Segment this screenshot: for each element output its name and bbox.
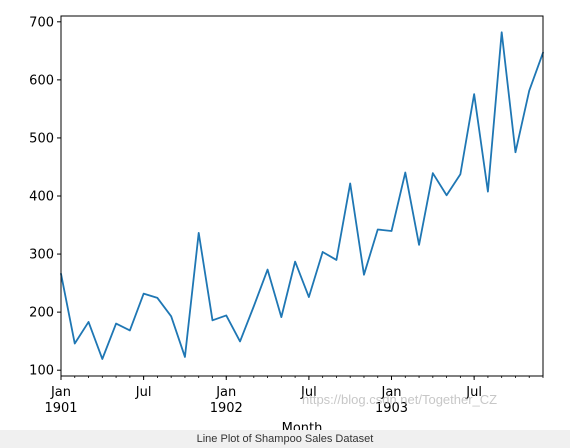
y-tick-label: 700 <box>29 15 54 30</box>
series-layer <box>60 31 544 360</box>
x-tick-year-label: 1902 <box>210 401 243 416</box>
x-tick-label: Jul <box>300 385 317 400</box>
y-tick-label: 200 <box>29 306 54 321</box>
figure-caption: Line Plot of Shampoo Sales Dataset <box>0 430 570 448</box>
watermark-text: https://blog.csdn.net/Together_CZ <box>302 392 498 407</box>
x-tick-label: Jan <box>215 385 236 400</box>
plot-frame <box>60 15 544 377</box>
series-line <box>60 31 544 360</box>
x-tick-label: Jul <box>465 385 482 400</box>
y-tick-label: 100 <box>29 364 54 379</box>
x-tick-year-label: 1903 <box>375 401 408 416</box>
y-tick-label: 600 <box>29 73 54 88</box>
y-tick-label: 300 <box>29 248 54 263</box>
y-tick-label: 500 <box>29 131 54 146</box>
y-axis: 100 200 300 400 500 600 700 <box>29 15 61 379</box>
x-tick-label: Jan <box>50 385 71 400</box>
x-tick-label: Jan <box>380 385 401 400</box>
y-tick-label: 400 <box>29 190 54 205</box>
x-tick-label: Jul <box>135 385 152 400</box>
x-tick-year-label: 1901 <box>44 401 77 416</box>
